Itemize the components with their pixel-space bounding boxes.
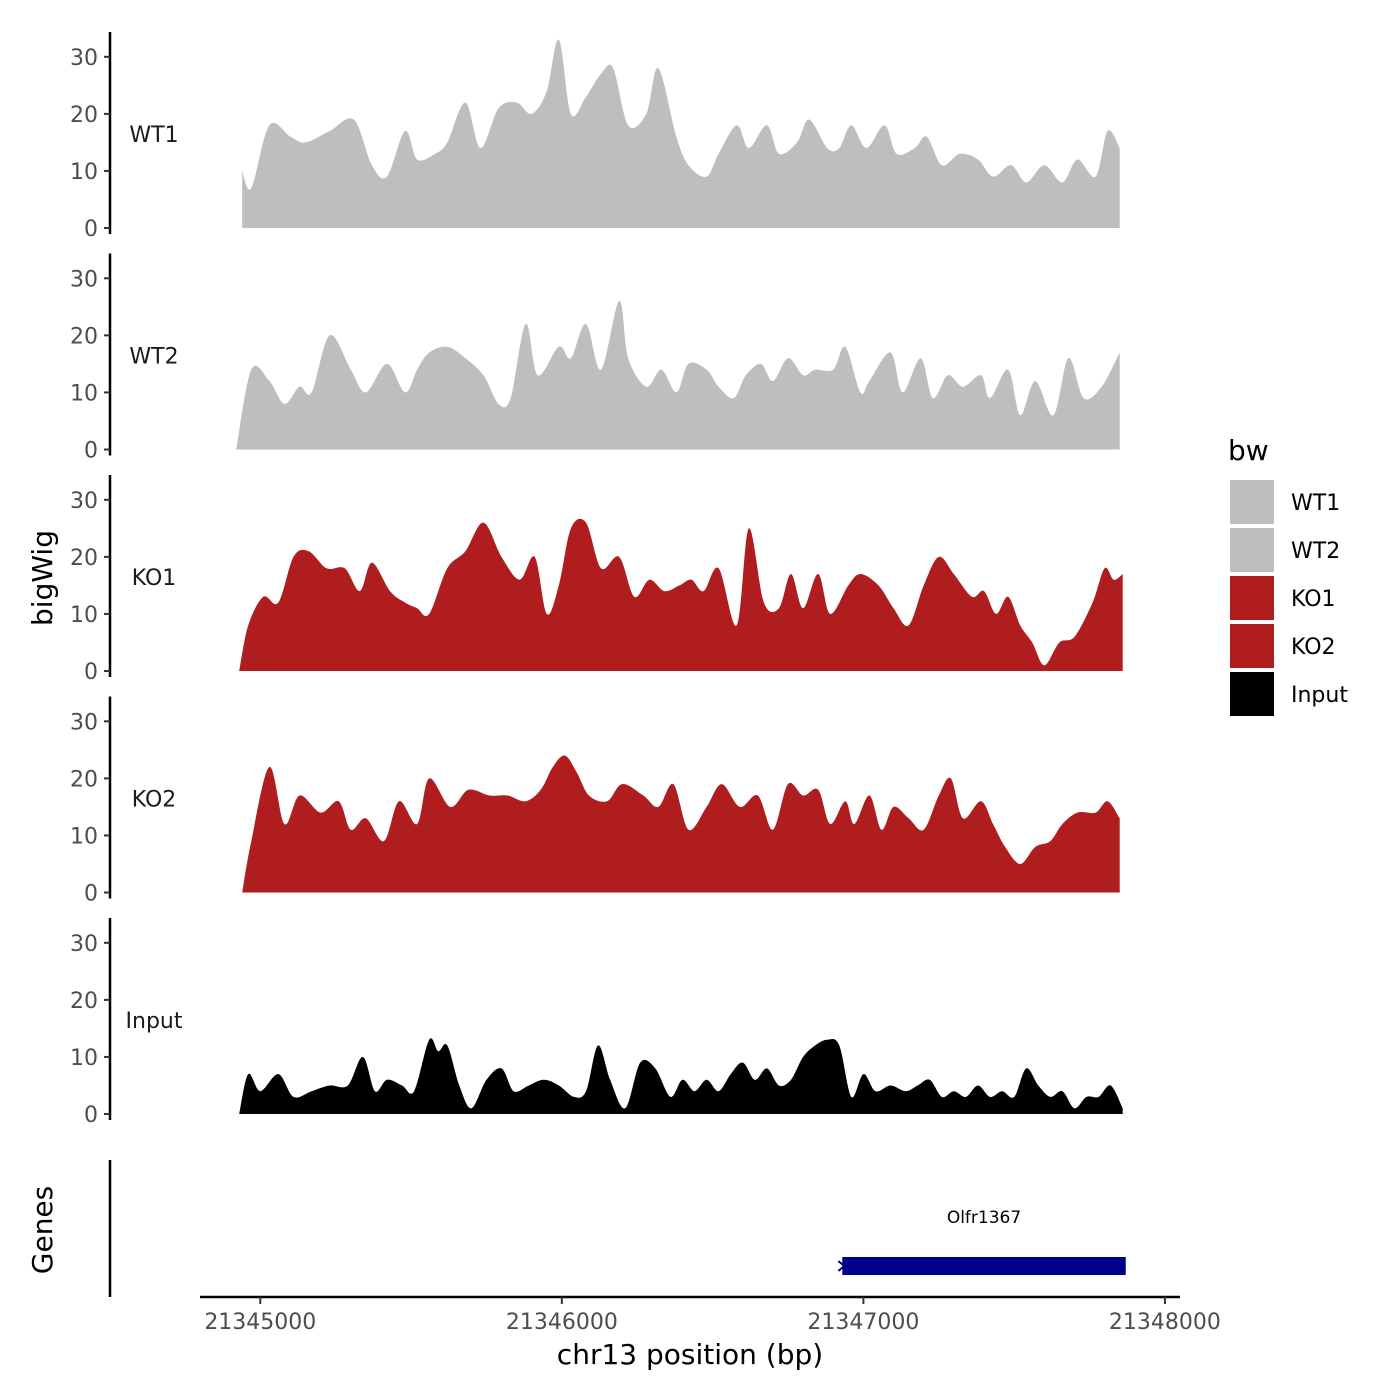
tracks-layer: 0 10 20 30 WT1 0 10 20 30 WT2 0 10 20 30 KO1 0 10 20 30 KO2… [70, 32, 1123, 1128]
coverage-area-wt2 [236, 301, 1120, 450]
x-tick-label: 21348000 [1109, 1310, 1221, 1335]
legend-label: WT2 [1291, 539, 1340, 564]
legend-item-wt1: WT1 [1230, 480, 1340, 524]
legend-swatch [1230, 528, 1274, 572]
legend-title: bw [1228, 434, 1269, 467]
track-ko2: 0 10 20 30 KO2 [70, 696, 1120, 907]
legend-swatch [1230, 624, 1274, 668]
coverage-area-wt1 [242, 39, 1120, 229]
legend-label: KO2 [1291, 635, 1336, 660]
track-ko1: 0 10 20 30 KO1 [70, 475, 1123, 685]
y-tick-label: 0 [84, 882, 98, 907]
y-tick-label: 0 [84, 660, 98, 685]
y-tick-label: 10 [70, 160, 98, 185]
x-tick-label: 21347000 [807, 1310, 919, 1335]
y-tick-label: 30 [70, 267, 98, 292]
y-tick-label: 0 [84, 439, 98, 464]
gene-body [842, 1257, 1126, 1275]
x-tick-label: 21346000 [506, 1310, 618, 1335]
gene-olfr1367: Olfr1367 [837, 1208, 1126, 1275]
y-tick-label: 30 [70, 46, 98, 71]
track-label-wt2: WT2 [129, 344, 178, 369]
legend-item-ko1: KO1 [1230, 576, 1336, 620]
y-tick-label: 20 [70, 324, 98, 349]
coverage-area-ko1 [239, 518, 1123, 671]
legend-swatch [1230, 672, 1274, 716]
legend-label: KO1 [1291, 587, 1336, 612]
y-tick-label: 20 [70, 103, 98, 128]
track-label-ko1: KO1 [132, 566, 177, 591]
y-tick-label: 10 [70, 381, 98, 406]
track-wt2: 0 10 20 30 WT2 [70, 253, 1120, 464]
y-tick-label: 10 [70, 824, 98, 849]
y-tick-label: 10 [70, 1046, 98, 1071]
y-tick-label: 0 [84, 1103, 98, 1128]
y-tick-label: 20 [70, 546, 98, 571]
y-tick-label: 10 [70, 603, 98, 628]
y-axis-title: bigWig [26, 530, 59, 626]
track-label-input: Input [126, 1009, 183, 1034]
y-tick-label: 20 [70, 989, 98, 1014]
legend-item-input: Input [1230, 672, 1348, 716]
genes-layer: Olfr1367 [108, 1160, 1126, 1297]
y-tick-label: 0 [84, 217, 98, 242]
track-label-wt1: WT1 [129, 123, 178, 148]
y-tick-label: 30 [70, 932, 98, 957]
gene-strand-arrow [837, 1260, 846, 1272]
x-axis-title: chr13 position (bp) [557, 1338, 823, 1371]
y-tick-label: 20 [70, 767, 98, 792]
x-axis: 21345000 21346000 21347000 21348000 [200, 1295, 1221, 1335]
genes-axis-title: Genes [26, 1186, 59, 1274]
legend-swatch [1230, 480, 1274, 524]
legend-label: Input [1291, 683, 1348, 708]
legend: bw WT1 WT2 KO1 KO2 Input [1228, 434, 1348, 716]
legend-label: WT1 [1291, 491, 1340, 516]
y-tick-label: 30 [70, 489, 98, 514]
track-input: 0 10 20 30 Input [70, 918, 1123, 1128]
track-label-ko2: KO2 [132, 787, 177, 812]
gene-label: Olfr1367 [947, 1208, 1021, 1228]
legend-item-wt2: WT2 [1230, 528, 1340, 572]
legend-swatch [1230, 576, 1274, 620]
coverage-area-ko2 [242, 755, 1120, 893]
x-tick-label: 21345000 [204, 1310, 316, 1335]
track-wt1: 0 10 20 30 WT1 [70, 32, 1120, 242]
y-tick-label: 30 [70, 710, 98, 735]
coverage-area-input [239, 1038, 1123, 1114]
legend-item-ko2: KO2 [1230, 624, 1336, 668]
